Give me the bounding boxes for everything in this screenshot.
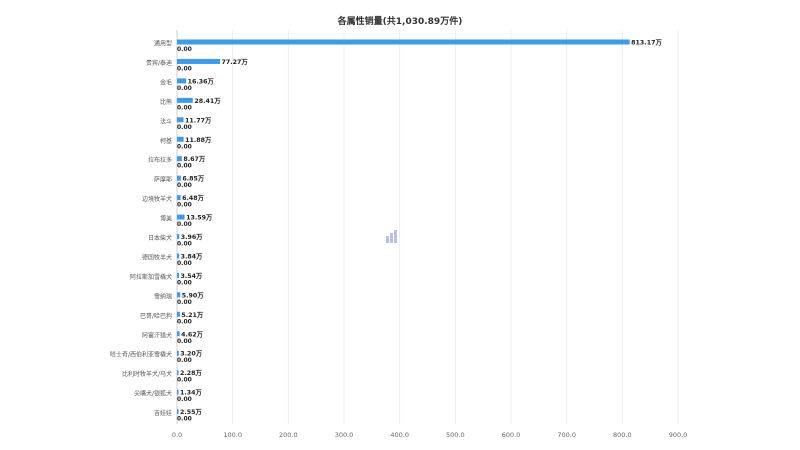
bar[interactable] [177,253,180,259]
bar[interactable] [177,409,179,415]
bar-value-label: 3.54万 [180,272,203,280]
bar-secondary-value-label: 0.00 [177,85,192,92]
bar-secondary-value-label: 0.00 [177,318,192,325]
x-tick-label: 0.0 [172,431,182,439]
bar-value-label: 11.77万 [185,116,212,124]
x-tick-label: 700.0 [557,431,576,439]
category-label: 萨摩耶 [154,176,172,184]
bar[interactable] [177,156,182,162]
bar[interactable] [177,78,187,84]
bar-value-label: 3.84万 [181,252,204,260]
category-label: 法斗 [160,117,172,125]
bar-secondary-value-label: 0.00 [177,163,192,170]
bar-value-label: 6.85万 [182,175,205,183]
bar-value-label: 6.48万 [182,194,205,202]
bar[interactable] [177,311,180,317]
bar[interactable] [177,234,180,239]
bar-secondary-value-label: 0.00 [177,338,192,345]
category-label: 阿富汗猎犬 [142,331,172,339]
x-tick-label: 300.0 [335,431,354,439]
category-label: 金毛 [160,78,172,86]
category-label: 德国牧羊犬 [142,253,172,261]
category-label: 比利时牧羊犬/马犬 [122,370,172,378]
bar-value-label: 813.17万 [631,39,662,47]
category-label: 博美 [160,215,172,223]
bar[interactable] [177,214,185,220]
bar-secondary-value-label: 0.00 [177,124,192,131]
bar-value-label: 2.55万 [180,408,203,416]
bar-secondary-value-label: 0.00 [177,396,192,403]
bar-value-label: 5.21万 [181,311,204,319]
watermark-logo-icon [386,230,397,243]
x-tick-label: 900.0 [669,431,688,439]
bar-secondary-value-label: 0.00 [177,182,192,189]
category-label: 日本柴犬 [148,234,172,242]
bar[interactable] [177,136,184,142]
category-label: 吉娃娃 [154,409,172,417]
category-label: 边境牧羊犬 [142,195,172,203]
bar-value-label: 28.41万 [194,97,221,105]
bar[interactable] [177,292,181,298]
bar[interactable] [177,389,179,395]
bar-secondary-value-label: 0.00 [177,65,192,72]
x-tick-label: 100.0 [223,431,242,439]
bar-secondary-value-label: 0.00 [177,279,192,286]
bar-secondary-value-label: 0.00 [177,260,192,267]
bar-value-label: 3.96万 [181,233,204,241]
bar-value-label: 77.27万 [222,58,249,66]
bar-value-label: 13.59万 [186,214,213,222]
category-label: 比熊 [160,98,172,106]
chart-title: 各属性销量(共1,030.89万件) [337,17,463,27]
category-label: 阿拉斯加雪橇犬 [130,273,172,281]
bar-secondary-value-label: 0.00 [177,46,192,53]
x-tick-label: 200.0 [279,431,298,439]
bar[interactable] [177,350,179,356]
bar[interactable] [177,370,179,376]
bar-secondary-value-label: 0.00 [177,357,192,364]
bar[interactable] [177,58,221,64]
bar-secondary-value-label: 0.00 [177,416,192,423]
x-tick-label: 500.0 [446,431,465,439]
bar-value-label: 5.90万 [182,291,205,299]
category-label: 拉布拉多 [148,156,172,164]
bar-value-label: 4.62万 [181,330,204,338]
category-label: 通用型 [154,40,172,48]
bar[interactable] [177,195,181,201]
bar-value-label: 11.88万 [185,136,212,144]
x-tick-label: 800.0 [613,431,632,439]
bar-secondary-value-label: 0.00 [177,221,192,228]
bar[interactable] [177,117,184,123]
bar[interactable] [177,272,179,278]
category-label: 巴哥/哈巴狗 [140,312,172,320]
bar[interactable] [177,39,630,45]
bar-value-label: 16.36万 [188,77,215,85]
category-label: 贵宾/泰迪 [146,59,172,67]
bar-secondary-value-label: 0.00 [177,299,192,306]
bar-secondary-value-label: 0.00 [177,241,192,248]
category-label: 雪纳瑞 [154,292,172,300]
bar[interactable] [177,331,180,337]
bar-secondary-value-label: 0.00 [177,143,192,150]
bar-value-label: 1.34万 [180,389,203,397]
bar[interactable] [177,175,181,181]
bar-secondary-value-label: 0.00 [177,104,192,111]
bar-value-label: 3.20万 [180,350,203,358]
category-label: 柯基 [160,137,172,145]
bar-secondary-value-label: 0.00 [177,202,192,209]
category-label: 尖嘴犬/银狐犬 [134,390,172,398]
bar-value-label: 2.28万 [180,369,203,377]
bar-value-label: 8.67万 [183,155,206,163]
bar-secondary-value-label: 0.00 [177,377,192,384]
x-tick-label: 400.0 [390,431,409,439]
bar[interactable] [177,97,193,103]
x-tick-label: 600.0 [502,431,521,439]
category-label: 哈士奇/西伯利亚雪橇犬 [110,351,172,359]
